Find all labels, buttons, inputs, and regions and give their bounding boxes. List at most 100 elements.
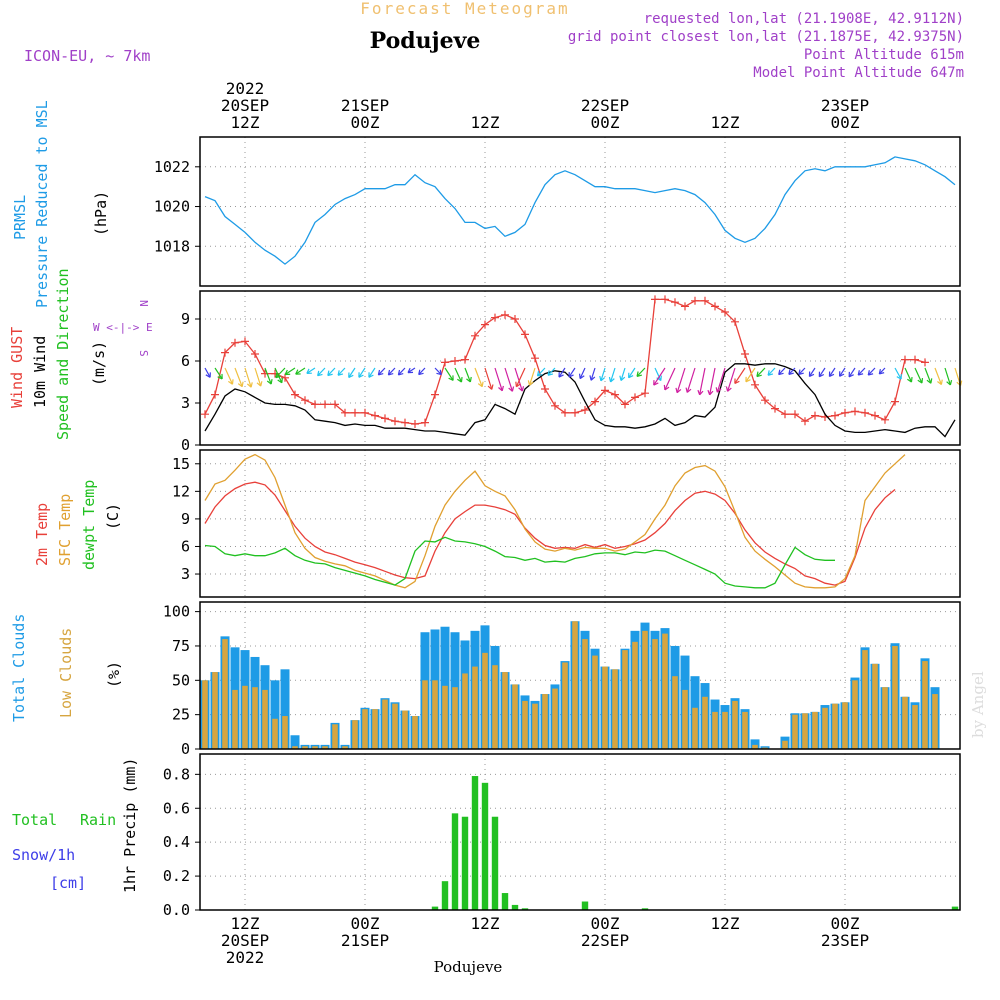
wind-barb-head xyxy=(448,375,454,381)
wind-barb xyxy=(254,367,262,387)
wind-barb-head xyxy=(867,370,874,376)
gust-marker xyxy=(351,408,359,417)
wind-barb-head xyxy=(358,372,364,378)
wind-barb xyxy=(214,367,223,380)
gust-marker xyxy=(731,317,739,326)
wind-barb xyxy=(924,367,932,384)
gust-marker xyxy=(581,406,589,414)
wind-barb xyxy=(867,367,876,376)
low-cloud-bar xyxy=(812,711,818,749)
rain-bar xyxy=(461,816,469,910)
low-cloud-bar xyxy=(282,716,288,749)
gust-marker xyxy=(651,295,659,304)
y-tick-label: 50 xyxy=(172,671,190,689)
low-cloud-bar xyxy=(252,687,258,749)
gust-marker xyxy=(531,354,539,363)
gust-marker xyxy=(571,408,579,417)
low-cloud-bar xyxy=(562,662,568,749)
rain-bar xyxy=(471,776,479,910)
gust-marker xyxy=(601,386,609,395)
precip-panel: 0.0 0.2 0.4 0.6 0.8 xyxy=(163,753,961,919)
total-cloud-bar xyxy=(280,669,290,749)
wind-barb-head xyxy=(685,387,692,393)
gust-marker xyxy=(411,420,419,428)
rain-bar xyxy=(511,904,519,910)
low-cloud-bar xyxy=(822,707,828,749)
gust-marker xyxy=(201,410,209,419)
y-tick-label: 75 xyxy=(172,637,190,655)
wind-panel: 0 3 6 9 xyxy=(181,290,963,454)
rain-bar xyxy=(491,816,499,910)
wind-barb xyxy=(798,367,806,375)
gust-marker xyxy=(291,390,299,399)
gust-marker xyxy=(501,310,509,319)
low-cloud-bar xyxy=(222,639,228,749)
panel-frame xyxy=(199,290,961,446)
wind-barb-head xyxy=(266,379,273,385)
low-cloud-bar xyxy=(622,650,628,749)
wind-barb-head xyxy=(697,389,704,396)
wind-barb-head xyxy=(205,372,211,378)
low-cloud-bar xyxy=(532,703,538,749)
gust-marker xyxy=(841,408,849,417)
temp-sfc-label: SFC Temp xyxy=(56,494,74,566)
y-tick-label: 1022 xyxy=(154,158,190,176)
gust-marker xyxy=(851,407,859,416)
gust-marker xyxy=(421,418,429,427)
gust-marker xyxy=(511,315,519,323)
series-line xyxy=(204,453,906,589)
wind-barb xyxy=(904,367,913,383)
gust-marker xyxy=(761,396,769,405)
bottom-time-label: 22SEP xyxy=(581,931,629,950)
wind-barb xyxy=(788,367,796,375)
gust-marker xyxy=(811,411,819,420)
low-cloud-bar xyxy=(332,724,338,749)
wind-barb-head xyxy=(387,369,394,376)
grid-coords: grid point closest lon,lat (21.1875E, 42… xyxy=(568,29,964,45)
low-cloud-bar xyxy=(592,655,598,749)
wind-barb-head xyxy=(917,377,924,384)
wind-barb xyxy=(337,367,346,376)
wind-barb xyxy=(348,367,356,378)
gust-marker xyxy=(671,298,679,307)
low-cloud-bar xyxy=(392,703,398,749)
wind-barb xyxy=(204,367,211,378)
wind-barb xyxy=(284,367,296,375)
y-tick-label: 0 xyxy=(181,436,190,454)
wind-barb xyxy=(407,367,416,374)
low-cloud-bar xyxy=(792,714,798,749)
bottom-time-label: 00Z xyxy=(591,914,620,933)
gust-marker xyxy=(551,401,559,410)
wind-barb-head xyxy=(745,376,751,383)
low-cloud-bar xyxy=(292,746,298,749)
wind-barb xyxy=(636,367,646,377)
wind-barb-head xyxy=(937,379,943,386)
wind-barb-head xyxy=(368,372,374,378)
low-cloud-bar xyxy=(692,707,698,749)
wind-barb xyxy=(558,367,566,378)
wind-barb-head xyxy=(907,376,913,383)
wind-barb-head xyxy=(237,381,244,388)
low-cloud-bar xyxy=(742,711,748,749)
low-cloud-bar xyxy=(342,746,348,749)
y-tick-label: 9 xyxy=(181,510,190,528)
wind-barb xyxy=(664,367,676,391)
gust-marker xyxy=(401,418,409,427)
wind-barb-head xyxy=(896,374,902,380)
wind-barb xyxy=(778,367,786,376)
gust-marker xyxy=(451,357,459,365)
wind-barb-head xyxy=(568,372,574,378)
wind-barb xyxy=(727,367,736,392)
wind-barb-head xyxy=(818,371,825,378)
low-cloud-bar xyxy=(782,740,788,749)
wind-barb xyxy=(734,367,746,384)
total-cloud-bar xyxy=(270,680,280,749)
wind-barb-head xyxy=(946,379,953,386)
wind-barb-head xyxy=(407,367,414,374)
wind-barb xyxy=(317,367,326,377)
wind-barb xyxy=(418,367,426,376)
panel-frame xyxy=(199,601,961,750)
wind-barb xyxy=(504,367,513,392)
top-time-label: 23SEP xyxy=(821,96,869,115)
wind-barb xyxy=(327,367,336,376)
